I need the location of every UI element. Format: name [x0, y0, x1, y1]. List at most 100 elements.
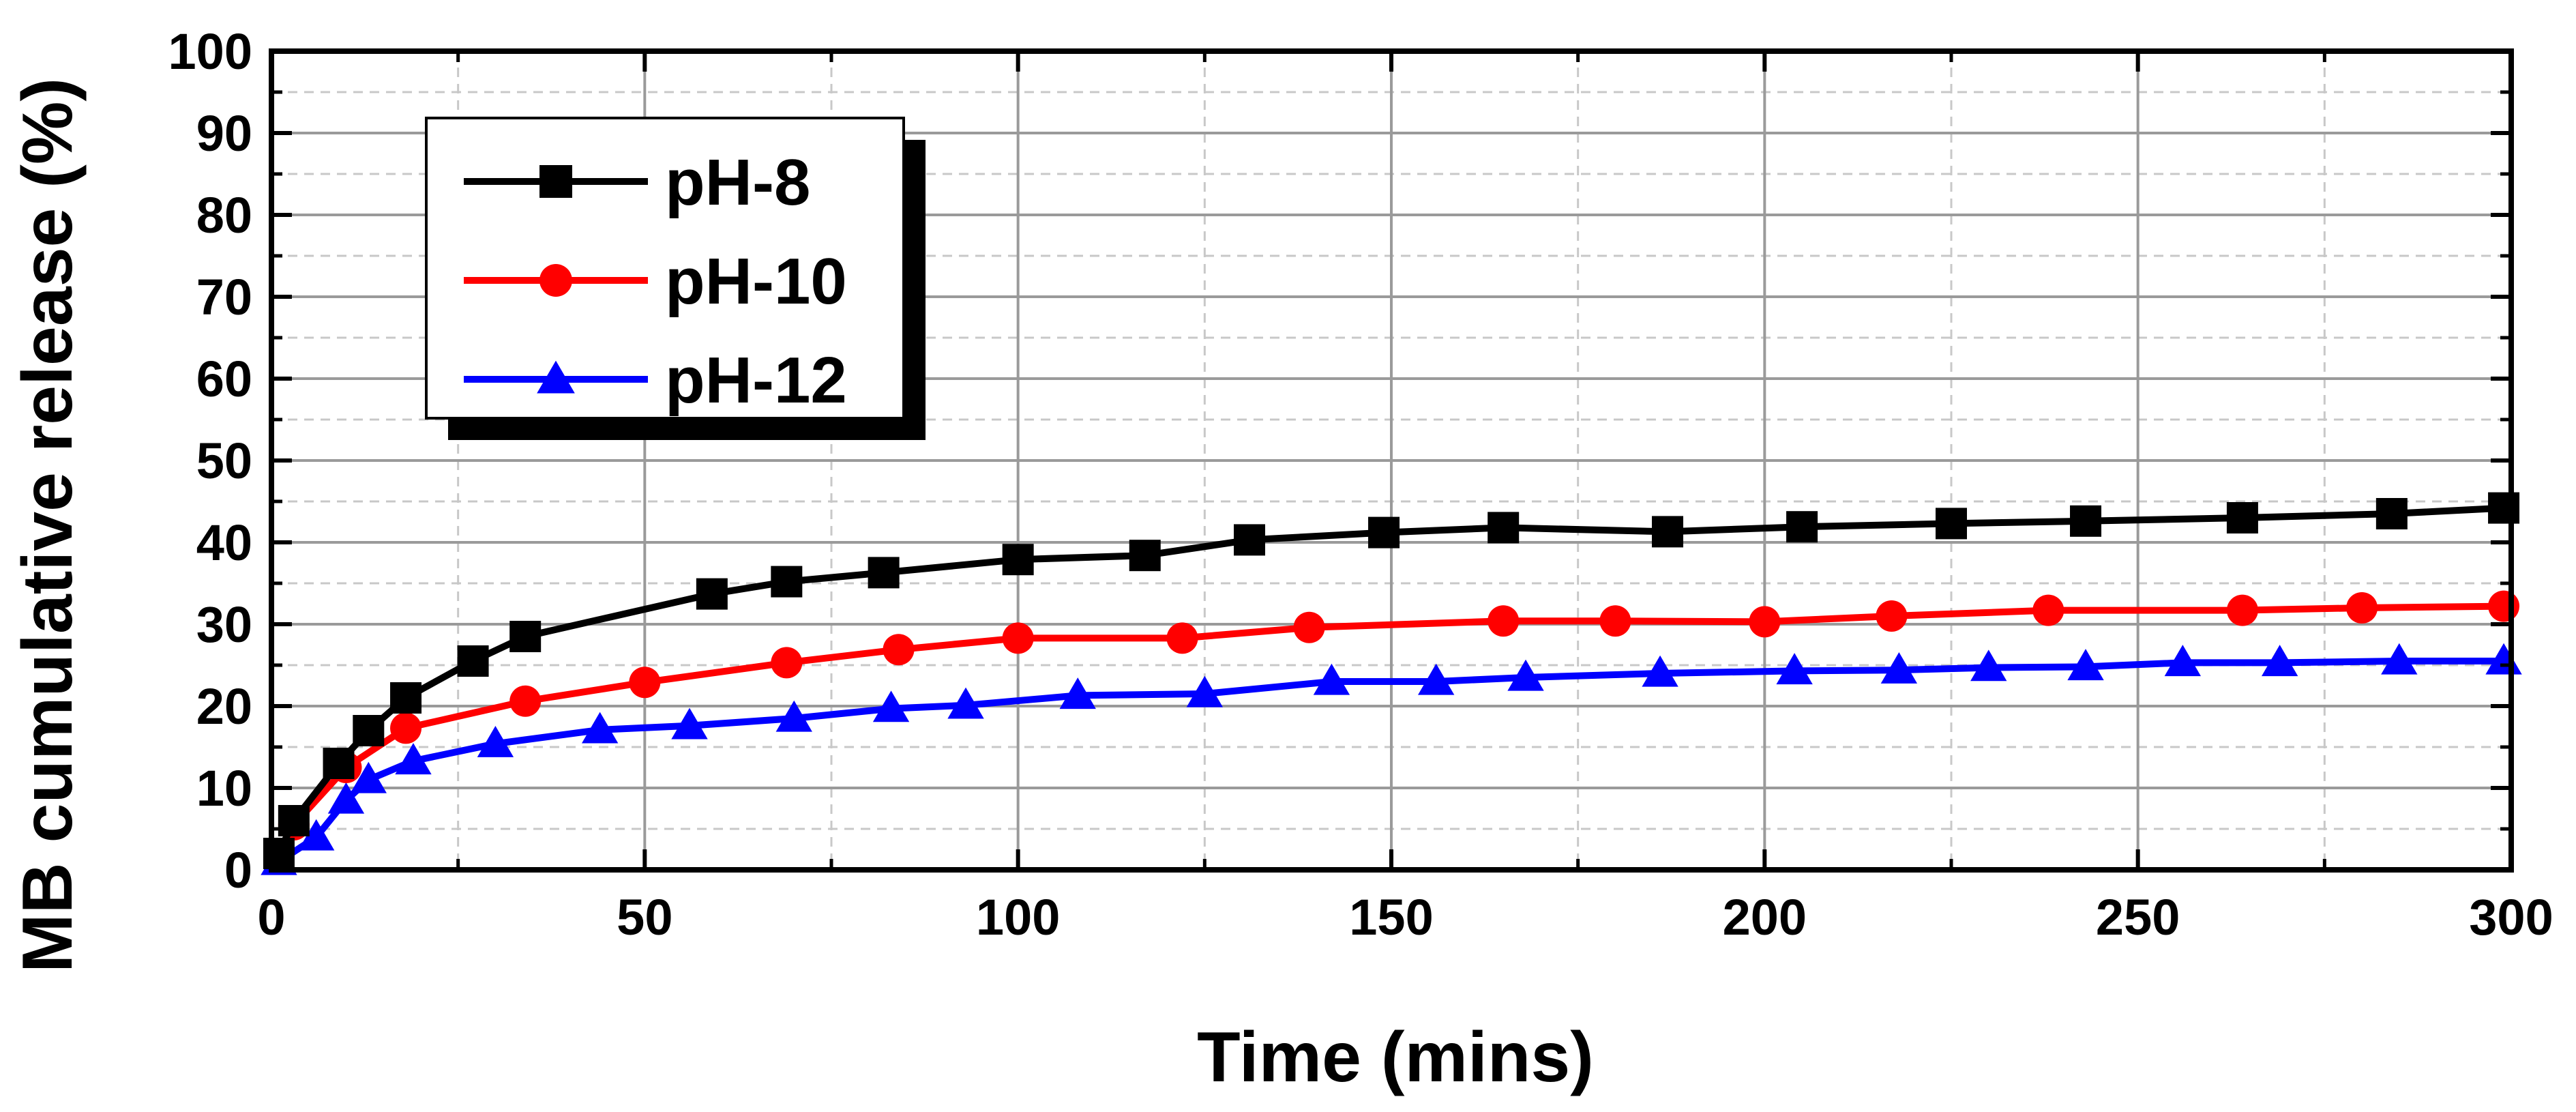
- data-point: [323, 748, 355, 779]
- data-point: [1166, 622, 1198, 654]
- series-line: [291, 602, 2504, 828]
- legend-item-pH-12: pH-12: [464, 344, 847, 417]
- legend-label: pH-10: [665, 245, 847, 318]
- data-point: [350, 761, 387, 793]
- axis-layer: 0 10 20 30 40 50 60 70 80 90 100 0 50 100 150 200 250 300: [168, 23, 2553, 946]
- data-point: [1749, 606, 1781, 638]
- data-point: [1002, 544, 1034, 576]
- data-point: [457, 645, 489, 677]
- x-tick-label: 50: [617, 889, 672, 946]
- data-point: [1002, 622, 1034, 654]
- data-point: [278, 805, 310, 836]
- data-point: [947, 687, 984, 719]
- data-point: [1786, 511, 1818, 543]
- series-line: [276, 504, 2504, 855]
- x-tick-label: 0: [257, 889, 285, 946]
- data-point: [771, 566, 803, 598]
- data-point: [1507, 659, 1544, 691]
- data-point: [1418, 663, 1455, 695]
- y-tick-label: 30: [196, 596, 252, 653]
- legend-label: pH-12: [665, 344, 847, 417]
- data-point: [1880, 652, 1918, 684]
- data-point: [2032, 594, 2064, 626]
- y-tick-label: 20: [196, 678, 252, 735]
- data-point: [775, 700, 812, 732]
- y-tick-label: 10: [196, 760, 252, 817]
- legend-label: pH-8: [665, 146, 810, 219]
- data-point: [390, 712, 422, 744]
- y-tick-label: 40: [196, 514, 252, 571]
- x-tick-label: 300: [2469, 889, 2553, 946]
- legend-item-pH-8: pH-8: [464, 146, 810, 219]
- data-point: [539, 264, 572, 297]
- data-point: [1059, 677, 1096, 709]
- legend-item-pH-10: pH-10: [464, 245, 847, 318]
- data-point: [696, 578, 728, 610]
- data-point: [509, 685, 542, 717]
- data-point: [2226, 502, 2258, 533]
- data-point: [1129, 540, 1161, 572]
- data-point: [671, 707, 708, 740]
- y-tick-label: 100: [168, 23, 252, 80]
- data-point: [2346, 592, 2378, 624]
- data-point: [2375, 498, 2408, 529]
- data-point: [390, 682, 422, 714]
- legend: pH-8 pH-10 pH-12: [425, 117, 926, 440]
- data-point: [1642, 655, 1678, 687]
- y-tick-label: 50: [196, 433, 252, 489]
- data-point: [1599, 605, 1631, 637]
- data-point: [539, 165, 572, 198]
- series-layer: [261, 492, 2522, 875]
- data-point: [1368, 516, 1400, 548]
- x-axis-title: Time (mins): [1197, 1018, 1594, 1097]
- data-point: [2381, 643, 2418, 675]
- data-point: [868, 557, 900, 589]
- data-point: [263, 838, 295, 869]
- data-point: [477, 725, 514, 757]
- data-point: [1936, 508, 1967, 540]
- data-point: [1487, 512, 1520, 544]
- data-point: [1776, 653, 1813, 685]
- data-point: [1970, 649, 2007, 682]
- series-pH-10: [278, 590, 2520, 840]
- data-point: [1186, 675, 1224, 707]
- data-point: [1234, 524, 1266, 556]
- data-point: [771, 647, 803, 679]
- data-point: [2226, 594, 2258, 626]
- y-axis-title: MB cumulative release (%): [8, 78, 87, 973]
- y-tick-label: 70: [196, 269, 252, 325]
- x-tick-label: 250: [2096, 889, 2180, 946]
- legend-box: [425, 117, 905, 420]
- data-point: [2488, 590, 2520, 622]
- data-point: [2488, 492, 2520, 524]
- data-point: [1652, 516, 1684, 548]
- y-tick-label: 0: [224, 842, 252, 898]
- y-tick-label: 60: [196, 351, 252, 407]
- data-point: [395, 743, 432, 775]
- data-point: [537, 360, 575, 394]
- data-point: [298, 819, 335, 851]
- data-point: [2067, 649, 2104, 681]
- data-point: [1313, 663, 1350, 695]
- grid-layer: [271, 51, 2511, 870]
- data-point: [581, 712, 619, 744]
- data-point: [2261, 645, 2298, 677]
- data-point: [883, 634, 915, 666]
- data-point: [1293, 611, 1325, 643]
- data-point: [872, 690, 910, 722]
- data-point: [509, 621, 542, 652]
- x-tick-label: 150: [1349, 889, 1433, 946]
- x-tick-label: 200: [1723, 889, 1807, 946]
- series-pH-8: [263, 492, 2520, 869]
- y-tick-label: 90: [196, 105, 252, 162]
- data-point: [629, 667, 661, 699]
- x-tick-label: 100: [976, 889, 1060, 946]
- data-point: [2070, 505, 2102, 537]
- data-point: [2164, 645, 2202, 677]
- data-point: [327, 782, 365, 814]
- y-tick-label: 80: [196, 187, 252, 244]
- data-point: [353, 715, 385, 746]
- data-point: [1876, 600, 1908, 632]
